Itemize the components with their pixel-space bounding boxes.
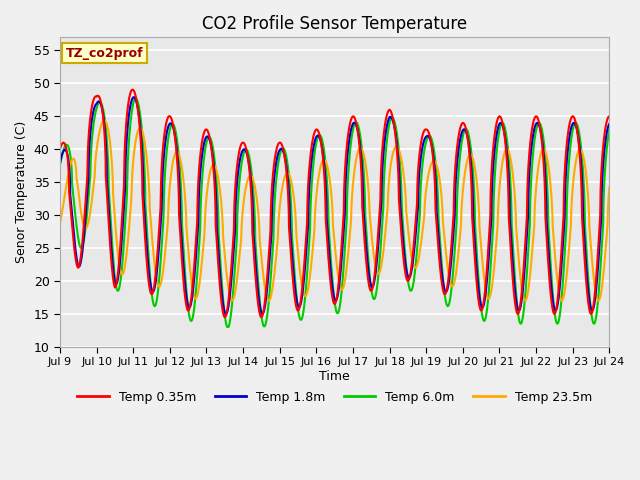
Temp 1.8m [267, 237, 275, 243]
Temp 0.35m [536, 123, 543, 129]
Temp 6.0m [267, 271, 275, 276]
Legend: Temp 0.35m, Temp 1.8m, Temp 6.0m, Temp 23.5m: Temp 0.35m, Temp 1.8m, Temp 6.0m, Temp 2… [72, 385, 597, 408]
Temp 0.35m [595, 234, 603, 240]
Temp 0.35m [152, 274, 159, 279]
Temp 6.0m [536, 120, 543, 126]
Temp 23.5m [536, 156, 543, 162]
Temp 23.5m [100, 117, 108, 123]
Temp 0.35m [119, 206, 127, 212]
Temp 6.0m [132, 96, 140, 101]
Temp 6.0m [291, 273, 299, 279]
Line: Temp 0.35m: Temp 0.35m [60, 90, 609, 317]
Temp 1.8m [130, 94, 138, 100]
Temp 0.35m [267, 203, 275, 208]
Temp 6.0m [595, 287, 603, 293]
Temp 23.5m [56, 220, 64, 226]
Temp 1.8m [222, 311, 230, 317]
Temp 1.8m [152, 281, 159, 287]
Temp 6.0m [605, 127, 613, 133]
Text: TZ_co2prof: TZ_co2prof [65, 47, 143, 60]
Temp 23.5m [291, 203, 298, 208]
Temp 6.0m [152, 302, 159, 308]
Line: Temp 23.5m: Temp 23.5m [60, 120, 609, 300]
Temp 1.8m [536, 124, 543, 130]
Title: CO2 Profile Sensor Temperature: CO2 Profile Sensor Temperature [202, 15, 467, 33]
Temp 6.0m [119, 257, 127, 263]
X-axis label: Time: Time [319, 370, 350, 383]
Line: Temp 1.8m: Temp 1.8m [60, 97, 609, 314]
Temp 1.8m [56, 160, 64, 166]
Temp 0.35m [291, 295, 299, 301]
Y-axis label: Senor Temperature (C): Senor Temperature (C) [15, 121, 28, 263]
Temp 23.5m [267, 294, 275, 300]
Temp 0.35m [56, 146, 64, 152]
Temp 0.35m [129, 87, 136, 93]
Temp 6.0m [223, 324, 231, 330]
Temp 0.35m [605, 113, 613, 119]
Temp 1.8m [605, 121, 613, 127]
Temp 23.5m [605, 185, 613, 191]
Temp 23.5m [119, 271, 127, 277]
Temp 6.0m [56, 163, 64, 168]
Temp 1.8m [119, 225, 127, 231]
Line: Temp 6.0m: Temp 6.0m [60, 98, 609, 327]
Temp 1.8m [595, 251, 603, 257]
Temp 0.35m [221, 314, 228, 320]
Temp 23.5m [595, 298, 602, 303]
Temp 23.5m [152, 268, 159, 274]
Temp 1.8m [291, 284, 299, 289]
Temp 23.5m [595, 298, 603, 303]
